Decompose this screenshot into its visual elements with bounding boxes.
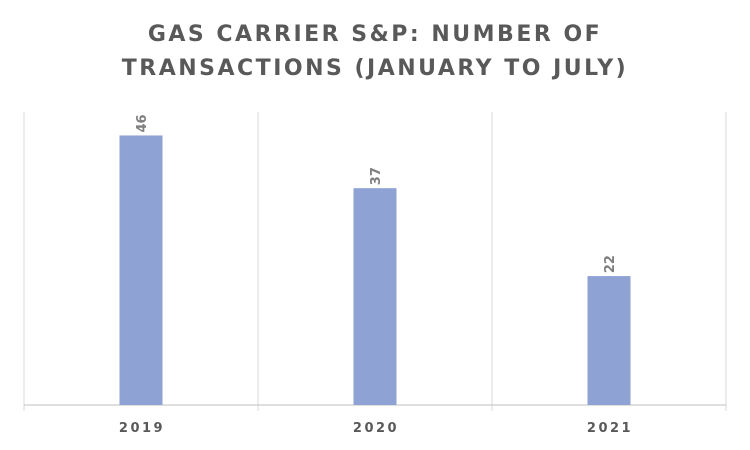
bar-2019: [119, 135, 163, 405]
x-tick-label: 2021: [587, 421, 633, 436]
data-label: 37: [369, 167, 384, 185]
chart-title: GAS CARRIER S&P: NUMBER OF TRANSACTIONS …: [0, 18, 750, 86]
bar-2020: [353, 188, 397, 405]
bar-2021: [587, 276, 631, 405]
data-label: 22: [603, 255, 618, 273]
chart-title-line-1: GAS CARRIER S&P: NUMBER OF: [147, 22, 603, 47]
x-tick-label: 2019: [119, 421, 165, 436]
x-tick-label: 2020: [353, 421, 399, 436]
chart-title-line-2: TRANSACTIONS (JANUARY TO JULY): [121, 56, 629, 81]
data-label: 46: [135, 114, 150, 132]
